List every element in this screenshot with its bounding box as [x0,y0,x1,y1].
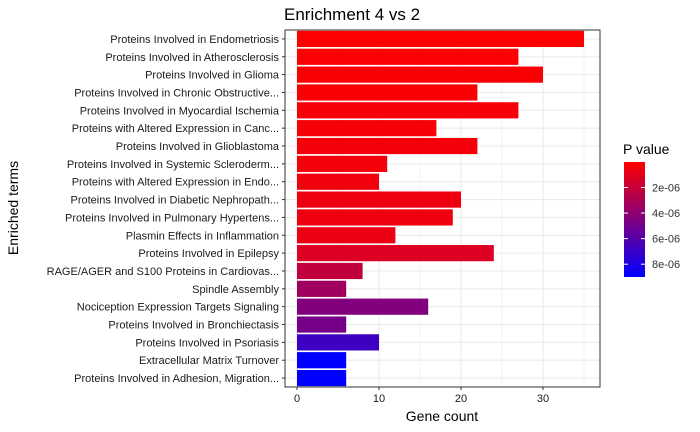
y-tick-label: Proteins Involved in Psoriasis [135,337,279,349]
panel-border [284,29,601,388]
grid-lines [285,30,600,387]
y-tick-label: Proteins Involved in Pulmonary Hypertens… [65,212,279,224]
bar [297,191,461,208]
y-tick-label: Proteins Involved in Bronchiectasis [108,320,279,332]
x-tick-label: 10 [373,393,385,405]
bar [297,298,429,315]
bar [297,155,388,172]
bar [297,66,543,83]
bars-group [297,30,584,387]
legend-tick-label: 2e-06 [652,182,680,194]
y-tick-label: Proteins Involved in Adhesion, Migration… [74,373,279,385]
x-tick-label: 30 [537,393,549,405]
bar [297,334,379,351]
bar [297,245,494,262]
legend-tick-label: 4e-06 [652,208,680,220]
y-tick-label: Nociception Expression Targets Signaling [77,302,279,314]
panel-background [285,30,600,387]
legend-title: P value [623,141,670,157]
y-tick-label: Proteins Involved in Chronic Obstructive… [74,87,279,99]
bar [297,48,519,65]
x-axis-title: Gene count [406,408,478,424]
bar [297,280,347,297]
y-tick-label: Proteins with Altered Expression in Endo… [72,177,279,189]
bar [297,173,379,190]
bar [297,30,584,48]
y-tick-label: Proteins Involved in Endometriosis [110,34,279,46]
legend-tick-label: 6e-06 [652,234,680,246]
bar [297,102,519,119]
chart-title: Enrichment 4 vs 2 [284,5,420,24]
y-tick-label: Proteins Involved in Epilepsy [138,248,279,260]
bar [297,262,363,280]
y-tick-label: Proteins Involved in Myocardial Ischemia [80,105,280,117]
y-tick-label: Plasmin Effects in Inflammation [126,230,279,242]
y-tick-label: Proteins Involved in Glioblastoma [116,141,280,153]
legend: P value 2e-06 4e-06 6e-06 8e-06 [623,141,680,277]
legend-tick-label: 8e-06 [652,259,680,271]
x-tick-label: 0 [294,393,300,405]
bar [297,227,396,244]
y-tick-label: Proteins with Altered Expression in Canc… [72,123,279,135]
legend-ticks: 2e-06 4e-06 6e-06 8e-06 [624,182,680,271]
x-tick-label: 20 [455,393,467,405]
bar [297,120,437,137]
y-axis-title: Enriched terms [5,161,21,255]
y-tick-label: Spindle Assembly [192,284,279,296]
y-axis: Proteins Involved in Endometriosis Protei… [47,34,285,385]
bar [297,84,478,101]
bar [297,209,453,226]
legend-colorbar [624,162,645,277]
bar [297,369,347,387]
y-tick-label: Proteins Involved in Systemic Scleroderm… [67,159,279,171]
x-axis: 0 10 20 30 [294,387,549,405]
bar [297,352,347,369]
y-tick-label: Extracellular Matrix Turnover [139,355,279,367]
y-tick-label: RAGE/AGER and S100 Proteins in Cardiovas… [47,266,279,278]
y-tick-label: Proteins Involved in Glioma [145,70,280,82]
bar [297,316,347,333]
y-tick-label: Proteins Involved in Atherosclerosis [105,52,279,64]
y-tick-label: Proteins Involved in Diabetic Nephropath… [70,195,279,207]
bar [297,137,478,155]
